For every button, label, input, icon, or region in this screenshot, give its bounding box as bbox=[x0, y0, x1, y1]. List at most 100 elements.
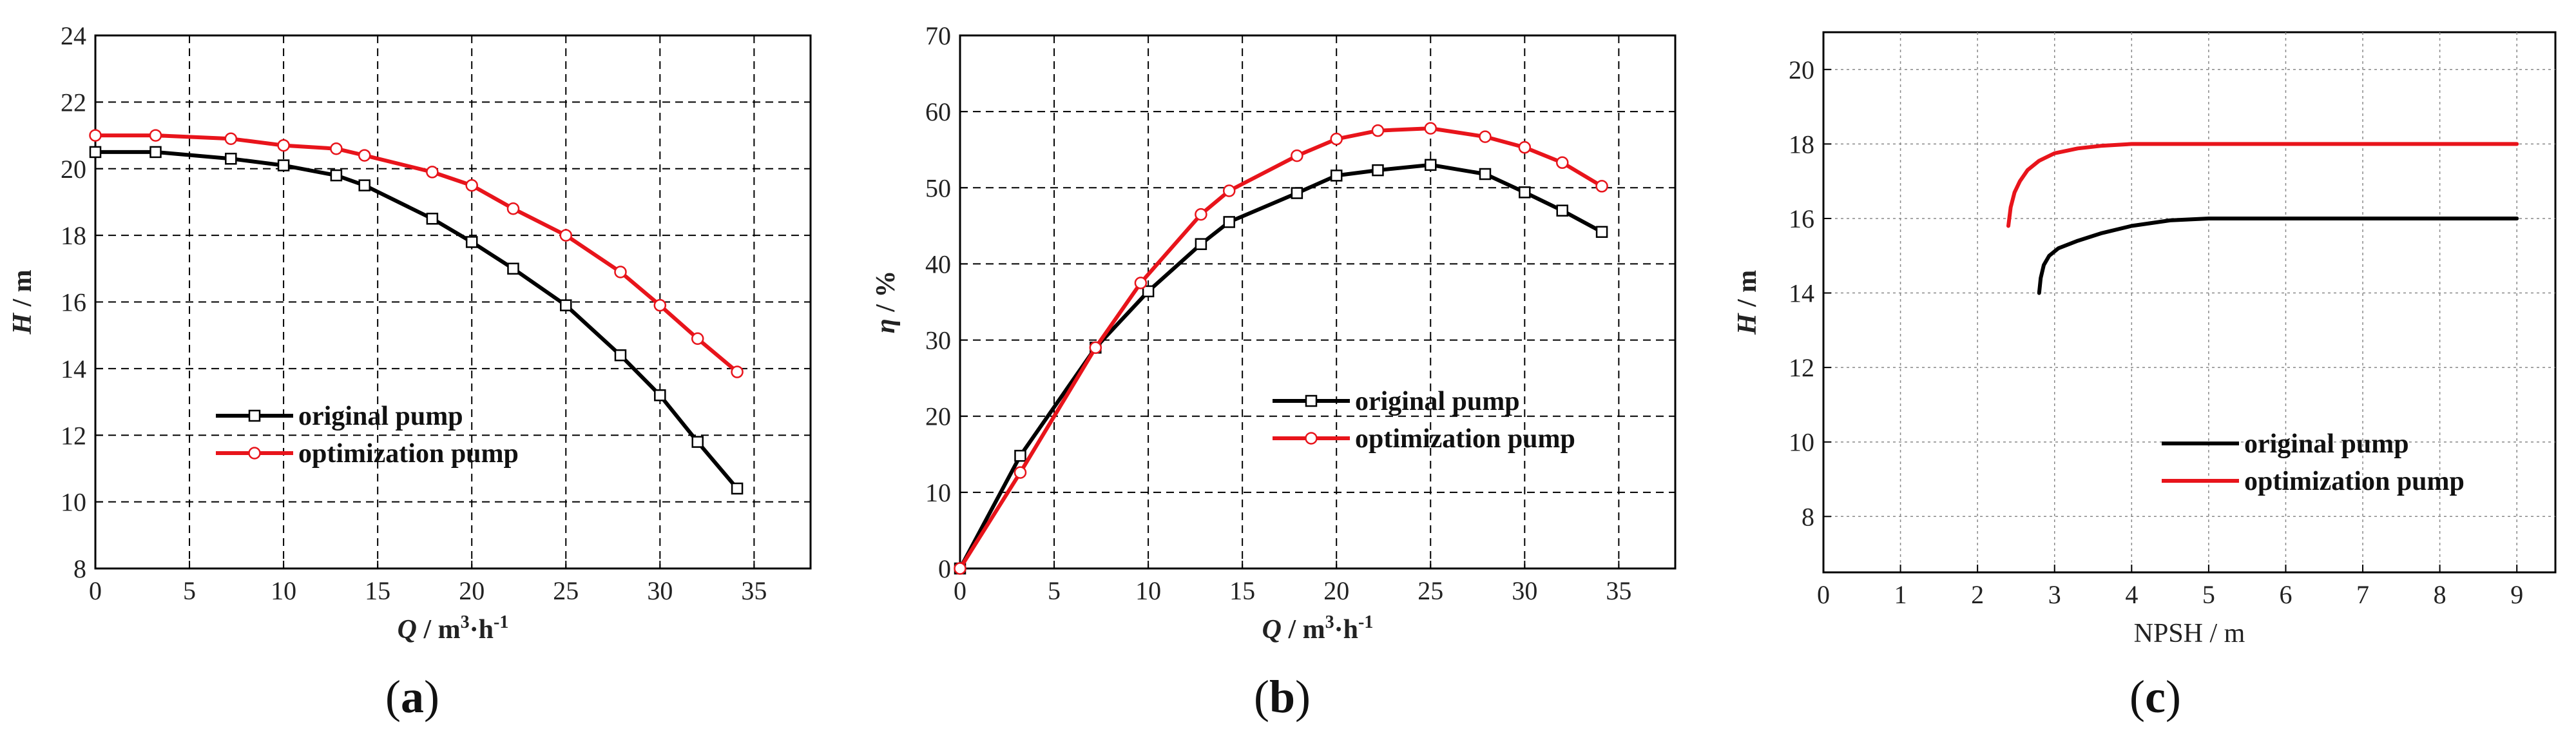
data-point-original bbox=[691, 436, 704, 448]
x-tick-label: 30 bbox=[647, 576, 673, 605]
legend-label: optimization pump bbox=[298, 439, 519, 469]
y-tick-label: 40 bbox=[925, 249, 951, 278]
y-tick-label: 60 bbox=[925, 97, 951, 126]
y-tick-label: 10 bbox=[925, 478, 951, 507]
x-tick-label: 5 bbox=[2202, 580, 2215, 609]
data-point-original bbox=[1519, 186, 1531, 199]
data-point-optimization bbox=[1555, 156, 1569, 170]
legend-label: original pump bbox=[2244, 429, 2409, 459]
x-tick-label: 4 bbox=[2125, 580, 2138, 609]
y-tick-label: 22 bbox=[61, 88, 86, 117]
x-tick-label: 25 bbox=[1418, 576, 1443, 605]
x-tick-label: 2 bbox=[1971, 580, 1984, 609]
panel-label: (a) bbox=[385, 671, 439, 723]
y-axis-label: H / m bbox=[1733, 270, 1762, 335]
series-line-optimization bbox=[2006, 142, 2519, 228]
data-point-original bbox=[560, 299, 572, 311]
legend: original pump optimization pump bbox=[1273, 387, 1575, 454]
x-tick-label: 5 bbox=[183, 576, 196, 605]
data-point-optimization bbox=[1371, 124, 1385, 137]
legend-label: optimization pump bbox=[1355, 424, 1575, 454]
chart-panel-a: 0 5 10 15 20 25 30 35 8 10 12 14 16 18 20 22 24 Q / m3·h-… bbox=[8, 21, 812, 723]
legend-label: optimization pump bbox=[2244, 467, 2465, 496]
data-point-optimization bbox=[1518, 141, 1532, 154]
x-tick-label: 20 bbox=[1323, 576, 1349, 605]
panel-label: (b) bbox=[1254, 671, 1311, 723]
data-point-optimization bbox=[506, 202, 520, 215]
data-point-optimization bbox=[691, 332, 704, 345]
data-point-optimization bbox=[465, 179, 478, 192]
data-point-optimization bbox=[1291, 149, 1303, 162]
data-point-original bbox=[1223, 216, 1235, 228]
y-tick-label: 16 bbox=[61, 288, 86, 317]
y-tick-label: 20 bbox=[1789, 55, 1814, 84]
x-tick-label: 35 bbox=[741, 576, 767, 605]
data-point-optimization bbox=[1330, 132, 1343, 146]
legend-label: original pump bbox=[298, 402, 463, 431]
y-tick-label: 14 bbox=[1789, 279, 1814, 308]
series-line-optimization bbox=[958, 126, 1604, 570]
y-tick-label: 14 bbox=[61, 354, 86, 384]
data-point-original bbox=[89, 146, 102, 159]
y-tick-label: 0 bbox=[938, 554, 951, 583]
data-point-original bbox=[1479, 168, 1492, 180]
x-tick-label: 8 bbox=[2434, 580, 2446, 609]
x-tick-label: 0 bbox=[1817, 580, 1830, 609]
data-point-optimization bbox=[614, 266, 627, 278]
y-tick-label: 50 bbox=[925, 173, 951, 202]
data-point-original bbox=[426, 213, 439, 225]
data-point-original bbox=[358, 179, 370, 191]
data-point-optimization bbox=[1595, 180, 1608, 193]
y-tick-label: 12 bbox=[61, 421, 86, 450]
data-point-original bbox=[1425, 159, 1437, 171]
y-tick-label: 18 bbox=[1789, 130, 1814, 159]
data-point-original bbox=[1556, 204, 1568, 217]
data-point-optimization bbox=[89, 129, 102, 142]
data-point-optimization bbox=[277, 139, 290, 152]
y-tick-label: 20 bbox=[61, 155, 86, 184]
panel-label: (c) bbox=[2129, 671, 2181, 723]
data-point-optimization bbox=[224, 132, 238, 145]
x-tick-label: 1 bbox=[1894, 580, 1907, 609]
legend-marker bbox=[248, 409, 261, 422]
y-tick-label: 20 bbox=[925, 402, 951, 431]
data-point-original bbox=[731, 482, 744, 495]
x-tick-label: 9 bbox=[2510, 580, 2523, 609]
y-axis-label: η / % bbox=[871, 271, 901, 334]
data-point-optimization bbox=[954, 562, 966, 575]
y-tick-label: 8 bbox=[1802, 502, 1814, 531]
x-tick-label: 0 bbox=[954, 576, 966, 605]
y-tick-label: 24 bbox=[61, 21, 86, 50]
data-point-original bbox=[654, 389, 666, 402]
legend-marker bbox=[248, 447, 261, 460]
x-tick-label: 7 bbox=[2356, 580, 2369, 609]
y-tick-label: 12 bbox=[1789, 353, 1814, 382]
data-point-optimization bbox=[1479, 130, 1492, 143]
x-tick-label: 30 bbox=[1512, 576, 1537, 605]
data-point-optimization bbox=[1089, 341, 1102, 354]
data-point-optimization bbox=[358, 149, 371, 162]
data-point-original bbox=[614, 349, 627, 362]
data-point-original bbox=[277, 159, 290, 171]
data-point-original bbox=[1142, 285, 1155, 298]
data-point-original bbox=[225, 152, 237, 165]
data-point-optimization bbox=[1134, 277, 1148, 289]
data-point-optimization bbox=[1195, 208, 1207, 221]
x-tick-label: 35 bbox=[1606, 576, 1631, 605]
series-line-original bbox=[2037, 217, 2519, 295]
y-tick-label: 30 bbox=[925, 326, 951, 355]
x-axis-label: Q / m3·h-1 bbox=[1262, 612, 1374, 645]
data-point-original bbox=[1595, 226, 1608, 238]
x-tick-label: 15 bbox=[1229, 576, 1255, 605]
data-point-original bbox=[149, 146, 162, 159]
x-tick-label: 3 bbox=[2048, 580, 2061, 609]
data-point-original bbox=[1291, 187, 1303, 199]
y-axis-label: H / m bbox=[8, 269, 37, 335]
x-tick-label: 15 bbox=[365, 576, 390, 605]
data-point-original bbox=[507, 262, 519, 275]
data-point-optimization bbox=[653, 298, 667, 312]
x-axis-label: Q / m3·h-1 bbox=[398, 612, 509, 645]
y-tick-label: 70 bbox=[925, 21, 951, 50]
legend: original pump optimization pump bbox=[2162, 429, 2465, 496]
